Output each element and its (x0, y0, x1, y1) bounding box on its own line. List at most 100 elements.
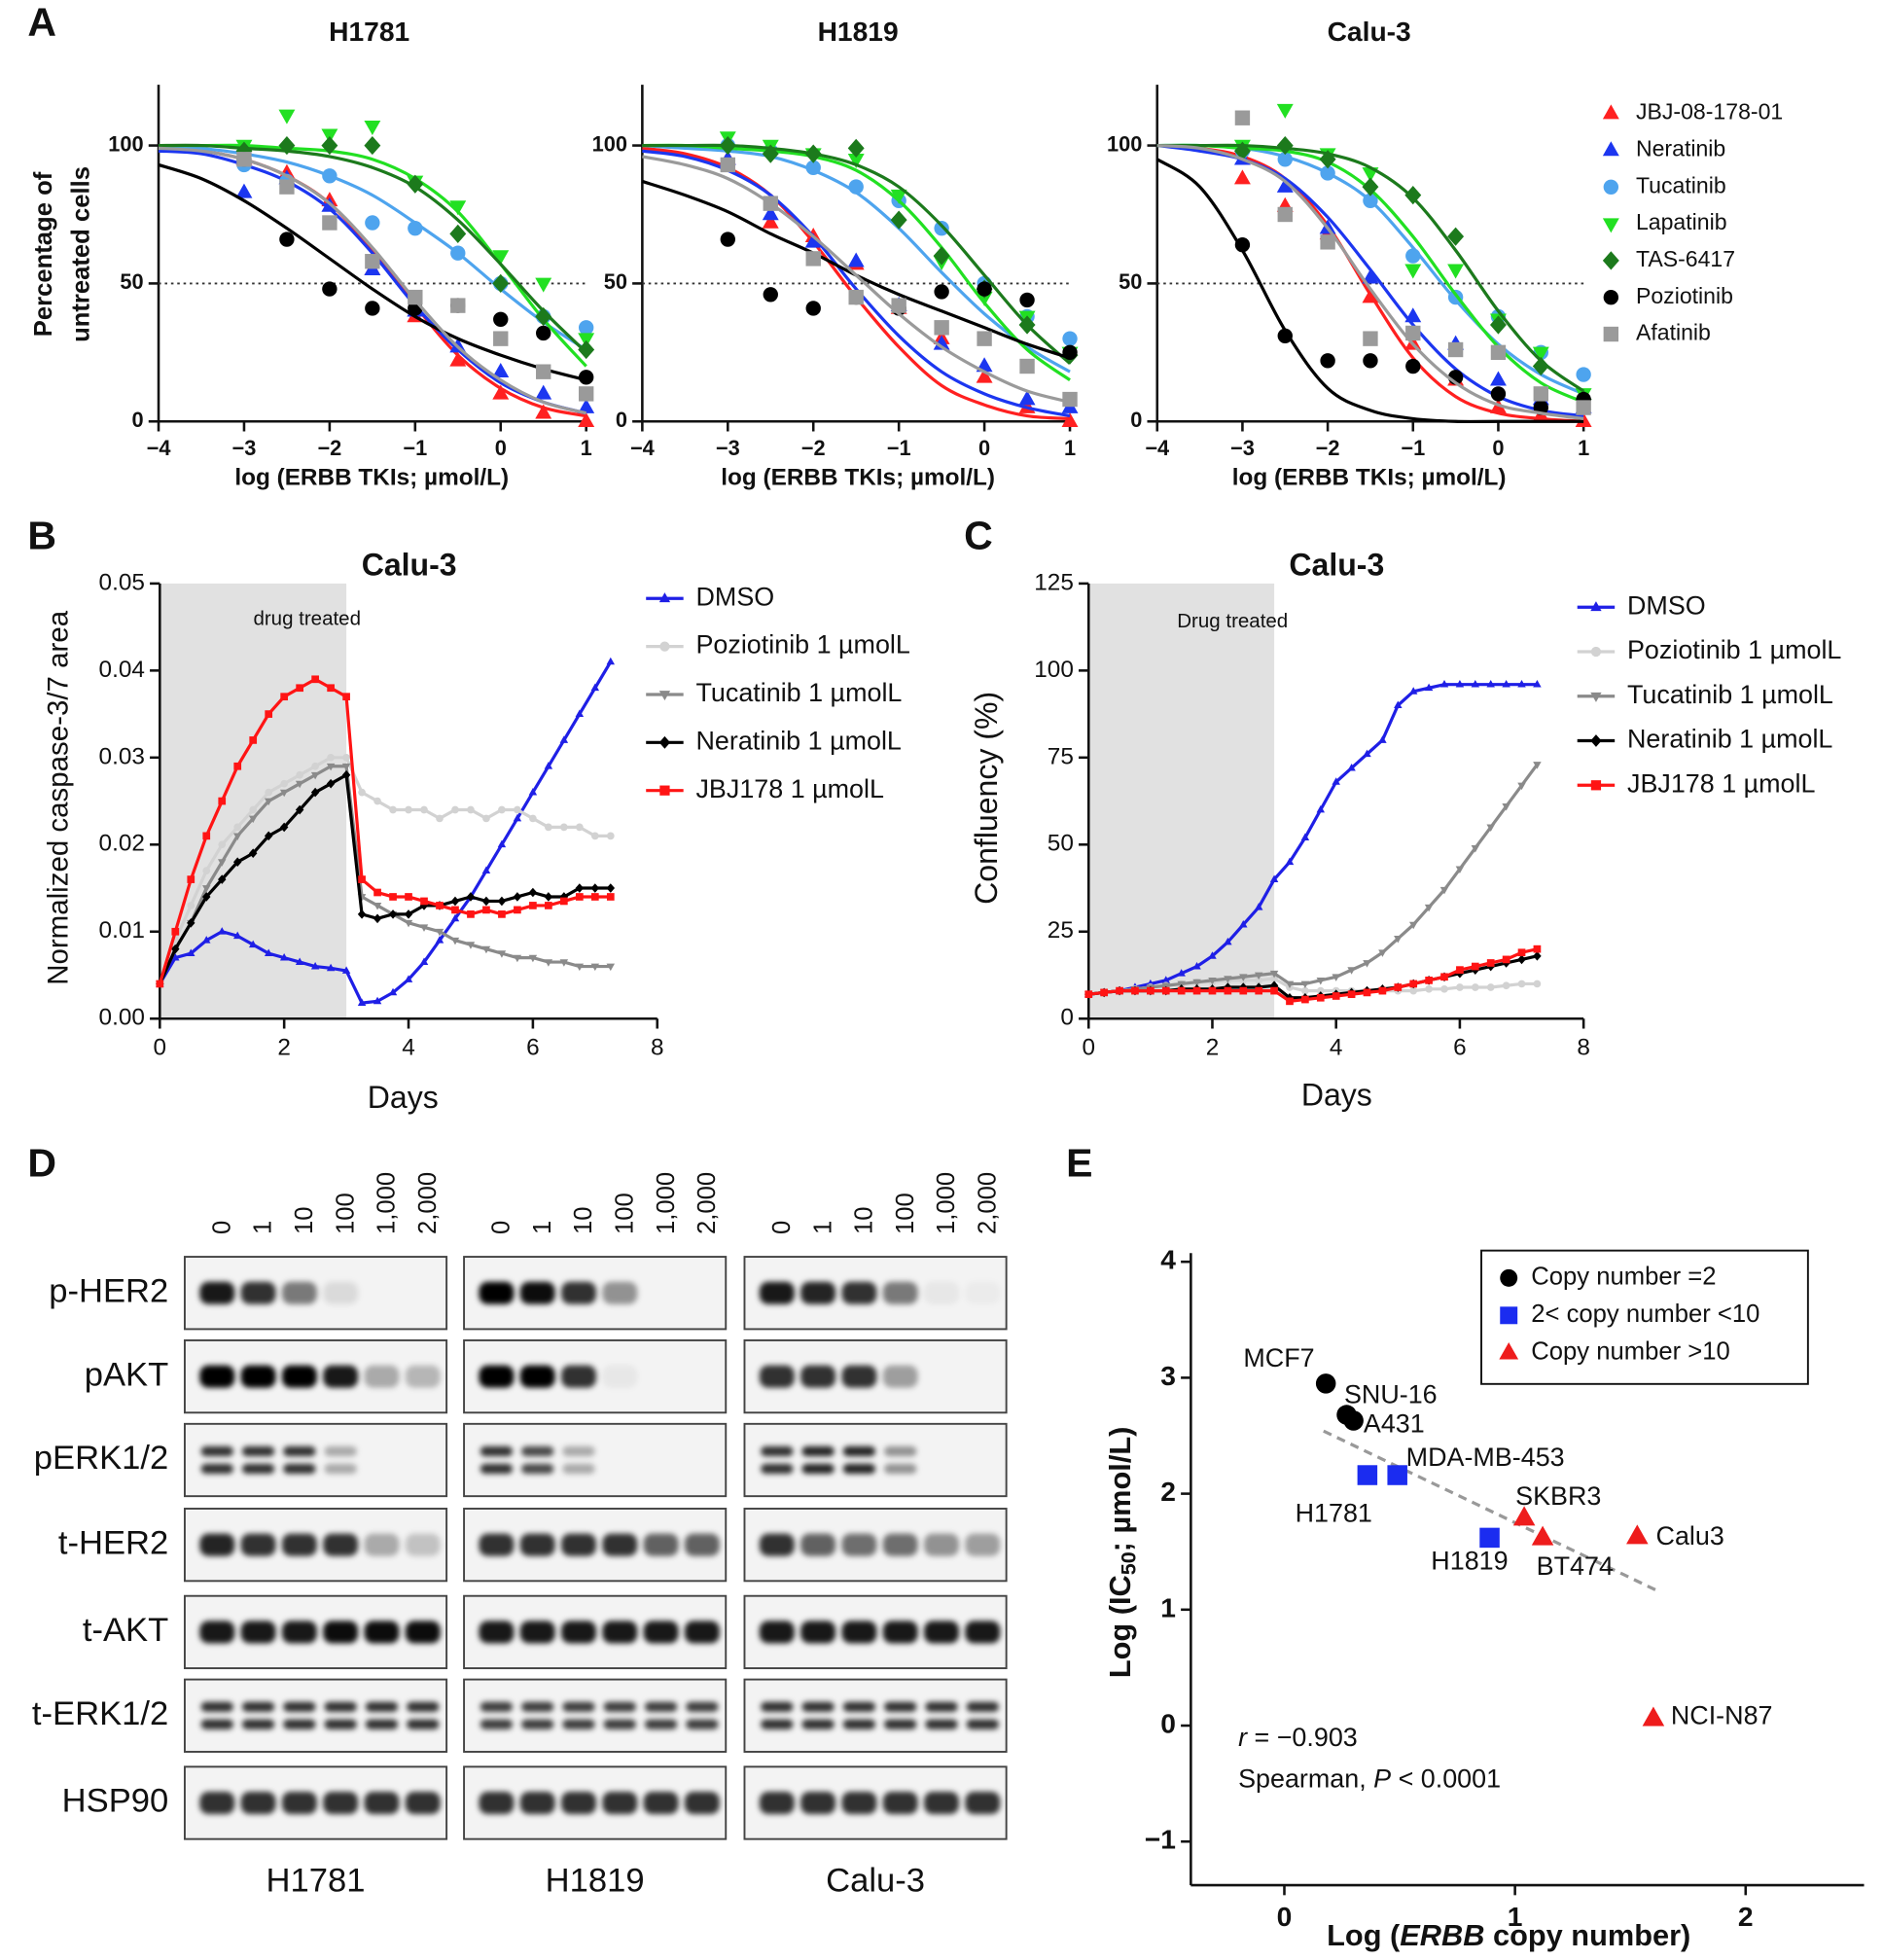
blot-band (966, 1719, 999, 1729)
data-point (295, 780, 304, 789)
data-point (544, 892, 553, 902)
data-point (1532, 346, 1549, 362)
blot-frame (183, 1678, 448, 1753)
legend-marker (1603, 179, 1619, 195)
blot-band (199, 1365, 235, 1388)
data-point (327, 753, 335, 762)
data-point (805, 301, 821, 316)
shade-label: Drug treated (1177, 610, 1288, 632)
annotation-part: Spearman, (1238, 1764, 1373, 1794)
dose-label: 2,000 (414, 1172, 442, 1234)
data-point (1224, 937, 1232, 945)
data-point (1332, 974, 1340, 981)
legend-label: 2< copy number <10 (1531, 1301, 1759, 1328)
data-point (1270, 975, 1278, 982)
data-point (529, 902, 537, 909)
data-point (389, 893, 397, 901)
data-point (1301, 986, 1309, 995)
legend-marker (1590, 692, 1602, 702)
data-point (326, 963, 336, 972)
data-point (365, 301, 380, 316)
legend-marker (1603, 326, 1619, 342)
data-point (1233, 141, 1251, 160)
blot-band (965, 1282, 1000, 1304)
point-label: SNU-16 (1344, 1379, 1438, 1408)
blot-band (407, 1701, 440, 1712)
x-tick-label: 0 (1082, 1035, 1095, 1061)
data-point (326, 763, 336, 771)
data-point (1277, 206, 1293, 223)
data-point (1357, 1465, 1378, 1485)
data-point (1363, 331, 1378, 346)
fit-curve (158, 143, 587, 351)
dose-label: 1 (809, 1221, 836, 1234)
blot-band (800, 1365, 836, 1388)
blot-band (882, 1621, 918, 1644)
data-point (492, 273, 510, 294)
data-point (202, 832, 211, 840)
blot-band (562, 1463, 595, 1475)
data-point (559, 959, 569, 967)
data-point (1447, 264, 1465, 279)
data-point (720, 157, 735, 173)
panel-label: B (27, 514, 56, 558)
data-point (467, 910, 475, 918)
legend-label: Copy number =2 (1531, 1264, 1716, 1291)
x-tick-label: 0 (978, 436, 990, 460)
blot-band (480, 1463, 514, 1475)
data-point (1270, 986, 1278, 995)
x-tick-label: 1 (1578, 436, 1589, 460)
y-tick-label: 0 (1060, 1005, 1074, 1031)
data-point (1269, 970, 1279, 979)
legend-box (1480, 1249, 1809, 1385)
blot-band (480, 1701, 514, 1712)
dose-label: 10 (570, 1206, 597, 1234)
blot-row-label: t-AKT (83, 1612, 168, 1649)
y-tick-label: 0.00 (99, 1005, 145, 1031)
data-point (264, 831, 273, 841)
data-point (934, 220, 949, 236)
data-point (389, 805, 397, 814)
data-point (171, 944, 180, 954)
blot-band (801, 1445, 835, 1457)
data-point (322, 168, 338, 184)
data-point (1239, 974, 1248, 981)
data-point (1425, 984, 1433, 993)
data-point (1286, 997, 1294, 1006)
legend-marker (658, 592, 671, 603)
blot-row-label: t-HER2 (58, 1524, 168, 1561)
data-point (1255, 977, 1263, 984)
data-point (466, 942, 476, 949)
y-tick-label: 50 (604, 269, 627, 294)
data-point (1363, 988, 1371, 997)
data-point (1363, 353, 1378, 369)
data-point (545, 823, 552, 832)
blot-band (324, 1719, 357, 1729)
x-tick-label: −2 (801, 436, 826, 460)
data-point (279, 789, 289, 798)
point-label: SKBR3 (1515, 1481, 1601, 1511)
data-point (1192, 961, 1201, 970)
data-point (280, 693, 289, 701)
legend-label: JBJ178 1 µmolL (695, 774, 884, 803)
x-tick-label: −1 (1401, 436, 1425, 460)
data-point (407, 174, 424, 194)
cell-line-label: H1781 (266, 1863, 366, 1900)
x-tick-label: −3 (232, 436, 257, 460)
data-point (481, 866, 491, 874)
y-tick-label: 50 (1119, 269, 1142, 294)
data-point (1486, 959, 1495, 967)
legend-label: JBJ178 1 µmolL (1627, 768, 1816, 798)
data-point (1642, 1706, 1665, 1727)
y-tick-label: 0.01 (99, 917, 145, 944)
blot-band (479, 1791, 515, 1815)
data-point (1394, 936, 1403, 944)
blot-band (686, 1446, 718, 1456)
data-point (388, 909, 398, 919)
blot-band (406, 1282, 441, 1304)
blot-band (405, 1621, 441, 1644)
data-point (528, 787, 538, 796)
legend-marker (1603, 290, 1619, 305)
blot-band (841, 1621, 877, 1644)
dose-label: 2,000 (974, 1172, 1001, 1234)
